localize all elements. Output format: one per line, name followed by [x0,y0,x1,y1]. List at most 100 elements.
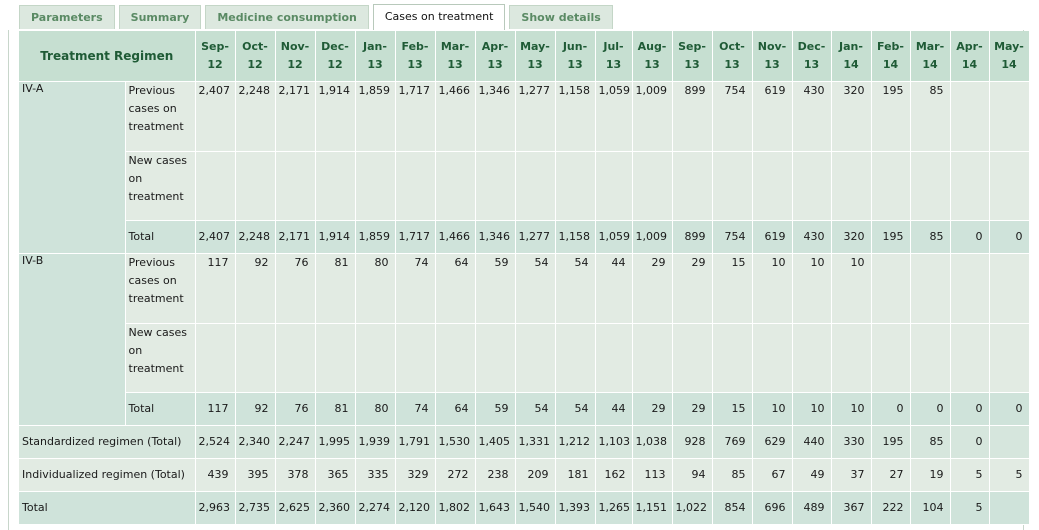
cell-value: 619 [752,81,793,152]
month-label: Jun- [562,39,588,53]
month-header: Jun- 13 [555,31,596,82]
month-label: May- [520,39,550,53]
cell-value: 395 [235,458,276,492]
summary-label: Total [19,491,196,525]
cell-value: 629 [752,425,793,459]
cell-value: 1,995 [315,425,356,459]
cell-value: 15 [712,392,753,426]
cell-value: 1,158 [555,220,596,254]
summary-row: Total 2,963 2,735 2,625 2,360 2,274 2,120 1,802… [19,491,1030,525]
cell-value: 1,540 [515,491,556,525]
cell-value: 489 [792,491,832,525]
cell-value: 44 [595,392,633,426]
cell-value [989,81,1030,152]
tab-summary[interactable]: Summary [118,5,202,29]
cell-value: 329 [395,458,436,492]
cell-value: 1,914 [315,81,356,152]
cell-value [235,323,276,393]
summary-row: Standardized regimen (Total) 2,524 2,340 2,… [19,425,1030,459]
cell-value: 439 [195,458,236,492]
cell-value: 754 [712,220,753,254]
cell-value: 80 [355,253,396,324]
cell-value: 54 [555,253,596,324]
cell-value [752,323,793,393]
cell-value: 5 [950,491,990,525]
cell-value: 1,022 [672,491,713,525]
month-header: Apr- 14 [950,31,990,82]
month-header: Nov- 12 [275,31,316,82]
month-label: Jul- [603,39,624,53]
cell-value: 2,248 [235,81,276,152]
cell-value: 29 [672,392,713,426]
cell-value: 1,791 [395,425,436,459]
year-label: 13 [684,57,700,71]
cell-value [831,323,872,393]
cases-on-treatment-table: Treatment Regimen Sep- 12 Oct- 12 Nov- 12 Dec- 1… [19,31,1030,525]
cell-value [792,323,832,393]
month-header: Jul- 13 [595,31,633,82]
tab-show-details[interactable]: Show details [509,5,613,29]
cell-value: 64 [435,392,476,426]
cell-value [871,323,911,393]
cell-value: 2,407 [195,81,236,152]
cell-value [475,323,516,393]
cell-value: 85 [910,425,951,459]
cell-value: 2,171 [275,81,316,152]
cell-value: 195 [871,81,911,152]
month-label: Dec- [321,39,349,53]
cell-value [712,323,753,393]
cell-value [672,323,713,393]
cell-value: 10 [752,392,793,426]
cell-value: 2,735 [235,491,276,525]
cell-value: 113 [632,458,673,492]
cell-value: 104 [910,491,951,525]
cell-value: 2,407 [195,220,236,254]
cell-value: 10 [792,253,832,324]
cell-value [195,151,236,221]
year-label: 13 [567,57,583,71]
cell-value: 1,346 [475,81,516,152]
cell-value: 76 [275,253,316,324]
table-row: Total 117 92 76 81 80 74 64 59 54 54 44 29 29 15 10 10 10… [19,392,1030,426]
cell-value: 1,802 [435,491,476,525]
cell-value: 222 [871,491,911,525]
cell-value: 899 [672,220,713,254]
cell-value [595,323,633,393]
cell-value: 10 [831,392,872,426]
cell-value: 0 [871,392,911,426]
cell-value: 2,340 [235,425,276,459]
cell-value: 928 [672,425,713,459]
cell-value: 1,466 [435,220,476,254]
tab-cases-on-treatment[interactable]: Cases on treatment [372,4,506,30]
cell-value: 619 [752,220,793,254]
tab-parameters[interactable]: Parameters [19,5,115,29]
cell-value: 54 [515,253,556,324]
cell-value: 2,274 [355,491,396,525]
month-header: Oct- 13 [712,31,753,82]
cell-value [950,151,990,221]
cell-value [235,151,276,221]
cell-value [515,323,556,393]
month-label: Dec- [797,39,826,53]
tab-medicine-consumption[interactable]: Medicine consumption [205,5,369,29]
year-label: 13 [764,57,780,71]
cell-value: 1,643 [475,491,516,525]
cell-value: 74 [395,392,436,426]
cell-value: 769 [712,425,753,459]
cell-value [910,323,951,393]
cell-value: 117 [195,253,236,324]
cell-value: 854 [712,491,753,525]
cell-value [950,253,990,324]
cell-value [355,151,396,221]
month-header: Oct- 12 [235,31,276,82]
cell-value: 117 [195,392,236,426]
year-label: 14 [882,57,899,71]
month-label: Feb- [401,39,429,53]
cell-value [950,81,990,152]
cell-value [989,425,1030,459]
month-label: Apr- [956,39,983,53]
table-row: New cases on treatment [19,151,1030,221]
cell-value [355,323,396,393]
cell-value: 67 [752,458,793,492]
cell-value: 64 [435,253,476,324]
